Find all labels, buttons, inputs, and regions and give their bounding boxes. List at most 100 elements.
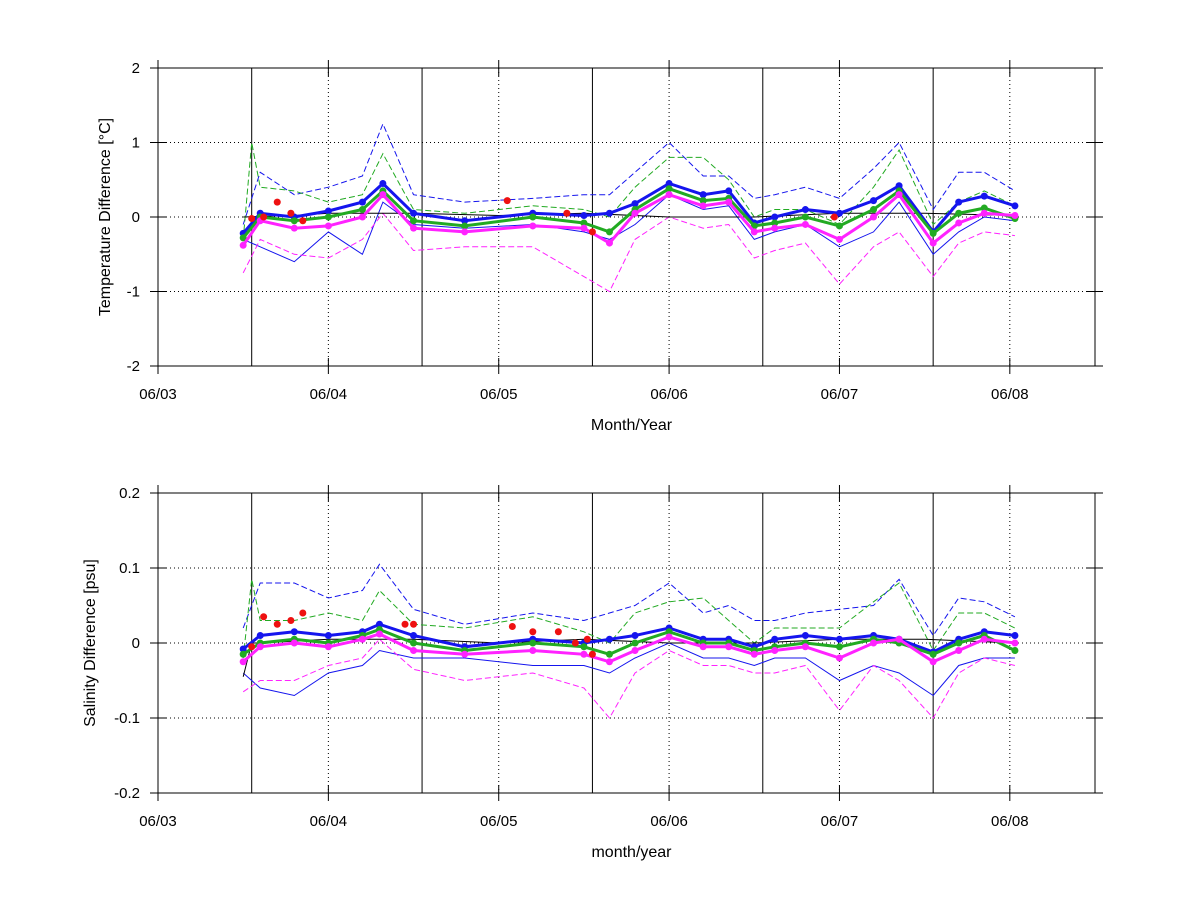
temperature-green-data-point [461, 222, 469, 230]
temperature-blue-data-point [801, 206, 809, 214]
temperature-blue-data-point [699, 191, 707, 199]
salinity-magenta-data-point [461, 650, 469, 658]
temperature-magenta-data-point [801, 220, 809, 228]
temperature-blue-data-point [580, 212, 588, 220]
salinity-blue-data-point [324, 632, 332, 639]
temperature-y-tick-label: 2 [132, 60, 140, 77]
temperature-magenta-data-point [239, 241, 247, 249]
salinity-red-data-point [529, 628, 537, 636]
salinity-blue-data-point [375, 620, 383, 628]
temperature-y-tick-label: -2 [127, 358, 140, 375]
temperature-magenta-data-point [410, 224, 418, 232]
salinity-y-tick-label: 0 [132, 635, 140, 652]
temperature-green-data-point [324, 213, 332, 221]
temperature-magenta-data-point [529, 222, 537, 230]
salinity-red-data-point [248, 643, 256, 651]
salinity-magenta-data-point [750, 650, 758, 658]
temperature-magenta-data-point [699, 202, 707, 210]
temperature-blue-data-point [1011, 202, 1019, 210]
temperature-panel: -2 -1 0 1 2 06/03 06/04 06/05 06/06 06/07 06/08 Mo… [97, 60, 1103, 434]
temperature-magenta-data-point [929, 239, 937, 247]
salinity-blue-data-point [835, 635, 843, 643]
temperature-red-data-point [830, 213, 838, 221]
temperature-magenta-data-point [771, 224, 779, 232]
salinity-red-data-point [508, 623, 516, 630]
temperature-red-data-point [563, 209, 571, 217]
salinity-magenta-dash-line [242, 638, 1016, 719]
salinity-red-data-point [299, 609, 307, 617]
temperature-magenta-data-point [358, 213, 366, 221]
temperature-green-data-point [605, 228, 613, 236]
temperature-red-data-point [260, 213, 268, 221]
temperature-magenta-data-point [1011, 212, 1019, 220]
temperature-x-axis-label: Month/Year [591, 417, 673, 434]
temperature-green-data-point [580, 219, 588, 227]
salinity-green-data-point [631, 639, 639, 647]
temperature-green-data-point [835, 222, 843, 230]
temperature-blue-dash-line [242, 122, 1016, 225]
temperature-green-data-point [980, 204, 988, 212]
temperature-blue-data-point [980, 192, 988, 200]
temperature-x-tick-label: 06/04 [310, 386, 348, 403]
salinity-series [239, 563, 1019, 719]
temperature-blue-data-point [665, 179, 673, 187]
salinity-blue-data-point [605, 635, 613, 643]
salinity-magenta-data-point [870, 639, 878, 647]
temperature-y-axis-label: Temperature Difference [°C] [97, 118, 114, 316]
salinity-magenta-data-point [410, 647, 418, 654]
temperature-red-data-point [248, 214, 256, 222]
salinity-x-tick-label: 06/03 [139, 813, 177, 830]
temperature-magenta-data-point [580, 224, 588, 232]
temperature-magenta-data-point [461, 228, 469, 236]
salinity-x-tick-label: 06/05 [480, 813, 518, 830]
salinity-magenta-data-point [699, 643, 707, 651]
temperature-series [239, 122, 1019, 293]
salinity-magenta-data-point [631, 647, 639, 654]
temperature-green-data-point [290, 217, 298, 225]
temperature-blue-data-point [835, 209, 843, 217]
salinity-y-tick-label: 0.2 [119, 485, 140, 502]
temperature-blue-data-point [605, 209, 613, 217]
temperature-blue-data-point [358, 198, 366, 206]
temperature-blue-data-point [955, 198, 963, 206]
salinity-x-tick-label: 06/08 [991, 813, 1029, 830]
temperature-magenta-data-point [870, 213, 878, 221]
temperature-magenta-data-point [605, 239, 613, 247]
salinity-y-tick-label: -0.2 [114, 785, 140, 802]
temperature-green-data-point [699, 197, 707, 205]
salinity-panel: -0.2 -0.1 0 0.1 0.2 06/03 06/04 06/05 06/06 06/07… [82, 485, 1103, 861]
temperature-green-data-point [929, 229, 937, 237]
salinity-magenta-data-point [605, 658, 613, 666]
salinity-green-data-point [239, 650, 247, 658]
salinity-red-data-point [410, 620, 418, 628]
salinity-red-data-point [583, 635, 591, 643]
salinity-magenta-data-point [929, 658, 937, 666]
salinity-red-data-point [273, 620, 281, 628]
salinity-y-axis-label: Salinity Difference [psu] [82, 559, 99, 727]
salinity-x-tick-label: 06/06 [650, 813, 688, 830]
salinity-red-data-point [554, 628, 562, 636]
salinity-magenta-data-point [239, 658, 247, 666]
temperature-magenta-data-point [379, 191, 387, 199]
salinity-blue-data-point [290, 628, 298, 636]
temperature-x-tick-label: 06/03 [139, 386, 177, 403]
temperature-green-data-point [358, 206, 366, 214]
temperature-y-tick-label: 1 [132, 135, 140, 152]
temperature-green-dash-line [242, 142, 1016, 240]
salinity-tick-labels: -0.2 -0.1 0 0.1 0.2 06/03 06/04 06/05 06/06 06/07… [114, 485, 1028, 830]
temperature-red-data-point [287, 209, 295, 217]
salinity-magenta-data-point [580, 650, 588, 658]
temperature-y-tick-label: -1 [127, 284, 140, 301]
salinity-green-data-point [529, 639, 537, 647]
temperature-tick-labels: -2 -1 0 1 2 06/03 06/04 06/05 06/06 06/07 06/08 [127, 60, 1029, 403]
temperature-magenta-data-point [324, 222, 332, 230]
salinity-magenta-data-point [835, 654, 843, 662]
temperature-magenta-data-point [631, 209, 639, 217]
temperature-vertical-lines [251, 68, 934, 366]
salinity-blue-data-point [771, 635, 779, 643]
temperature-magenta-data-point [955, 219, 963, 227]
temperature-green-data-point [801, 213, 809, 221]
salinity-axes [150, 485, 1103, 801]
temperature-magenta-data-point [980, 209, 988, 217]
